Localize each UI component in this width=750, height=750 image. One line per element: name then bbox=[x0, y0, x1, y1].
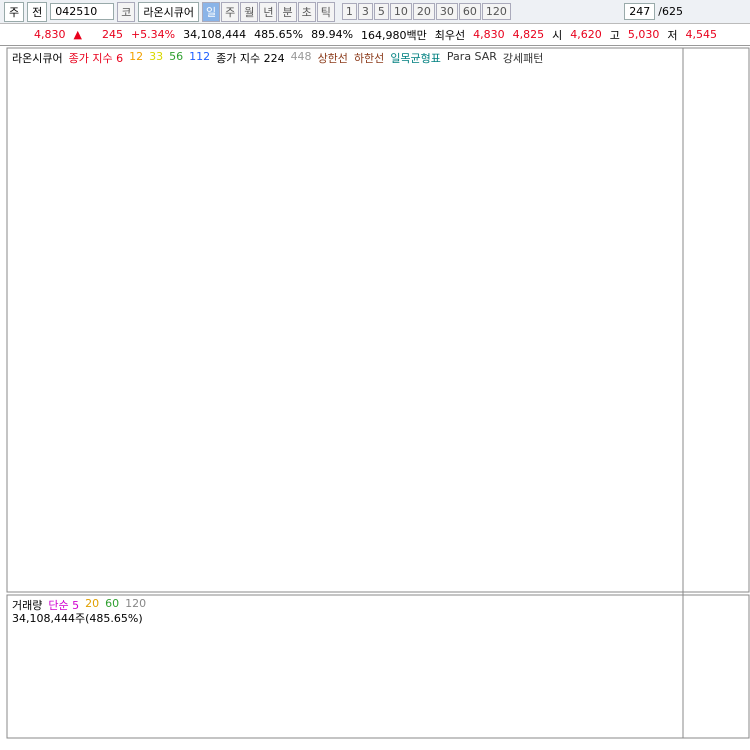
quote-bar: 4,830 ▲ 245 +5.34% 34,108,444 485.65% 89… bbox=[0, 24, 750, 46]
interval-button[interactable]: 1 bbox=[341, 3, 357, 20]
volume-ratio: 485.65% bbox=[254, 28, 304, 41]
amount: 164,980백만 bbox=[361, 28, 427, 42]
interval-button[interactable]: 10 bbox=[389, 3, 412, 20]
change-pct: +5.34% bbox=[130, 28, 176, 41]
legend-entry[interactable]: 33 bbox=[149, 50, 164, 63]
period-button[interactable]: 월 bbox=[240, 1, 259, 22]
change: 245 bbox=[101, 28, 123, 41]
legend-entry[interactable]: 종가 지수 6 bbox=[68, 52, 124, 65]
total: /625 bbox=[658, 5, 683, 18]
code-input[interactable]: 042510 bbox=[50, 3, 115, 20]
period-button[interactable]: 년 bbox=[259, 1, 278, 22]
volume-legend: 거래량 단순 5 20 60 120 bbox=[12, 597, 677, 613]
legend-entry[interactable]: 강세패턴 bbox=[502, 52, 544, 65]
high: 5,030 bbox=[627, 28, 660, 41]
legend-entry[interactable]: 거래량 bbox=[12, 599, 43, 612]
bid: 4,825 bbox=[512, 28, 545, 41]
legend-entry[interactable]: 448 bbox=[290, 50, 312, 63]
price-frame bbox=[6, 47, 750, 593]
interval-button[interactable]: 5 bbox=[373, 3, 389, 20]
legend-entry[interactable]: 단순 5 bbox=[48, 599, 80, 612]
ask: 4,830 bbox=[473, 28, 505, 41]
interval-buttons: 1 3 5 10 20 30 60 120 bbox=[341, 3, 511, 20]
legend-entry[interactable]: 60 bbox=[105, 597, 120, 610]
open-label: 시 bbox=[552, 28, 563, 42]
interval-button[interactable]: 20 bbox=[412, 3, 435, 20]
legend-entry[interactable]: 상한선 bbox=[317, 52, 348, 65]
volume-header: 34,108,444주(485.65%) bbox=[12, 612, 143, 625]
low: 4,545 bbox=[685, 28, 718, 41]
interval-button[interactable]: 30 bbox=[435, 3, 458, 20]
interval-button[interactable]: 3 bbox=[357, 3, 373, 20]
period-button[interactable]: 주 bbox=[221, 1, 240, 22]
interval-button[interactable]: 60 bbox=[458, 3, 481, 20]
stock-name[interactable]: 라온시큐어 bbox=[138, 1, 199, 22]
high-label: 고 bbox=[609, 28, 620, 42]
axes bbox=[6, 47, 750, 739]
count[interactable]: 247 bbox=[624, 3, 656, 20]
price-legend: 라온시큐어 종가 지수 6 12 33 56 112 종가 지수 224 448 상한선 하한선 일… bbox=[12, 50, 677, 66]
scope[interactable]: 전 bbox=[27, 1, 48, 22]
legend-entry[interactable]: 56 bbox=[169, 50, 184, 63]
legend-entry[interactable]: 112 bbox=[189, 50, 211, 63]
market[interactable]: 주 bbox=[4, 1, 25, 22]
legend-entry[interactable]: 12 bbox=[129, 50, 144, 63]
low-label: 저 bbox=[667, 28, 678, 42]
name-prefix[interactable]: 코 bbox=[117, 1, 136, 22]
legend-entry[interactable]: 20 bbox=[85, 597, 100, 610]
open: 4,620 bbox=[570, 28, 602, 41]
best-label: 최우선 bbox=[434, 28, 466, 42]
rate: 89.94% bbox=[311, 28, 354, 41]
period-button[interactable]: 일 bbox=[201, 1, 221, 22]
volume: 34,108,444 bbox=[183, 28, 247, 41]
legend-entry[interactable]: Para SAR bbox=[446, 50, 497, 63]
legend-entry[interactable]: 종가 지수 224 bbox=[216, 52, 285, 65]
arrow: ▲ bbox=[73, 28, 82, 41]
legend-entry[interactable]: 하한선 bbox=[353, 52, 385, 65]
period-button[interactable]: 분 bbox=[278, 1, 297, 22]
legend-entry[interactable]: 일목균형표 bbox=[390, 52, 441, 65]
legend-entry[interactable]: 120 bbox=[125, 597, 147, 610]
period-button[interactable]: 틱 bbox=[316, 1, 335, 22]
interval-button[interactable]: 120 bbox=[481, 3, 511, 20]
legend-entry[interactable]: 라온시큐어 bbox=[12, 52, 63, 65]
price: 4,830 bbox=[34, 28, 66, 41]
period-button[interactable]: 초 bbox=[297, 1, 316, 22]
